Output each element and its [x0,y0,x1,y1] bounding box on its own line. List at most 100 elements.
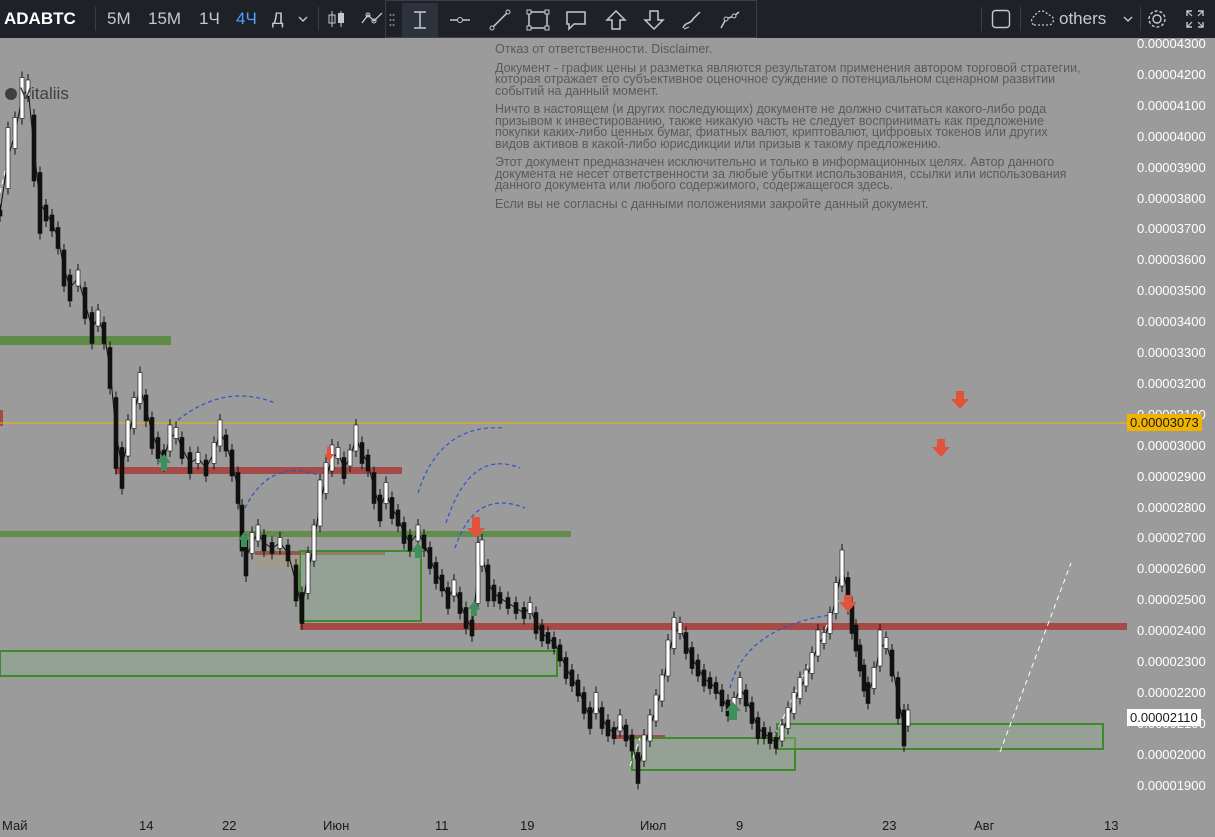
horizontal-line-icon[interactable] [442,3,478,37]
timeframe-5m[interactable]: 5М [107,9,131,28]
candle [353,424,359,452]
candle [101,322,107,344]
arrow-down-icon[interactable] [636,3,672,37]
time-tick: Авг [974,818,995,833]
disclaimer-title: Отказ от ответственности. Disclaimer. [495,42,713,56]
candle [179,437,185,459]
sell-arrow-icon [932,439,950,457]
candle [229,449,235,477]
candle [19,77,25,119]
layout-name[interactable]: others [1059,9,1107,28]
callout-icon[interactable] [558,3,594,37]
timeframe-day[interactable]: Д [272,9,284,28]
trend-line-icon[interactable] [482,3,518,37]
time-tick: 14 [139,818,154,833]
candles-icon[interactable] [326,9,348,29]
candle [701,669,707,687]
buy-arrow-icon [238,532,250,547]
candle [463,607,469,629]
candle [143,394,149,422]
time-tick: Май [2,818,28,833]
candle [569,669,575,687]
candle [521,607,527,619]
candle [629,734,635,752]
arrow-up-icon[interactable] [598,3,634,37]
candle [815,629,821,657]
candle [43,204,49,222]
timeframe-1h[interactable]: 1Ч [199,9,220,28]
drag-handle-icon[interactable] [389,13,395,32]
price-tick: 0.00004300 [1137,36,1206,51]
symbol-name[interactable]: ADABTC [4,9,76,28]
cloud-icon[interactable] [1027,9,1055,29]
candle [119,447,125,489]
price-tick: 0.00003200 [1137,375,1206,391]
candle [797,677,803,699]
support-line [0,531,571,537]
candle [587,707,593,729]
candle [659,674,665,702]
candle [755,717,761,739]
time-tick: Июл [640,818,667,833]
candle [581,692,587,714]
candle [689,647,695,669]
candle [865,682,871,704]
candle [285,544,291,562]
author-name: Vitaliis [20,84,69,103]
candle [599,707,605,729]
candle [365,454,371,472]
candle [617,714,623,732]
price-axis[interactable]: 0.00004300 0.00004200 0.00004100 0.00004000… [1127,36,1215,813]
candle [155,437,161,459]
toolbar-divider [318,7,319,31]
candle [31,114,37,182]
candle [67,274,73,302]
timeframe-15m[interactable]: 15М [148,9,182,28]
candle [695,659,701,677]
gear-icon[interactable] [1146,8,1168,28]
candle [889,649,895,677]
candle [839,549,845,587]
candle [195,452,201,464]
candle [137,372,143,404]
disclaimer-paragraph: Документ - график цены и разметка являют… [495,60,1081,98]
candle [479,539,485,567]
candle [299,592,305,624]
candle [683,632,689,654]
support-zone [299,550,422,622]
candle [791,692,797,714]
candle [249,532,255,554]
candle [871,667,877,689]
time-axis[interactable]: Май 14 22 Июн 11 19 Июл 9 23 Авг 13 [0,813,1215,837]
candle [89,312,95,344]
timeframe-4h[interactable]: 4Ч [236,9,257,28]
text-tool-icon[interactable] [402,3,438,37]
candle [767,732,773,744]
candle [833,582,839,614]
fullscreen-chart-icon[interactable] [991,9,1013,29]
rectangle-icon[interactable] [520,3,556,37]
candle [827,612,833,634]
candle [551,637,557,649]
candle [383,482,389,504]
chevron-down-icon[interactable] [297,12,319,32]
candle [513,602,519,614]
candle [203,459,209,477]
chevron-down-icon[interactable] [1122,12,1144,32]
candle [217,419,223,447]
price-tick: 0.00002800 [1137,499,1206,515]
candle [277,537,283,549]
candle [707,677,713,689]
expand-icon[interactable] [1185,9,1207,29]
sell-arrow-icon [951,391,969,409]
candle [49,214,55,232]
price-tick: 0.00002700 [1137,530,1206,546]
brush-icon[interactable] [674,3,710,37]
candle [635,752,641,784]
chart-pane[interactable]: Vitaliis Отказ от ответственности. Discl… [0,38,1127,813]
path-icon[interactable] [712,3,748,37]
candle [293,564,299,602]
candle [883,637,889,649]
candle [75,269,81,287]
indicators-icon[interactable] [360,9,383,29]
